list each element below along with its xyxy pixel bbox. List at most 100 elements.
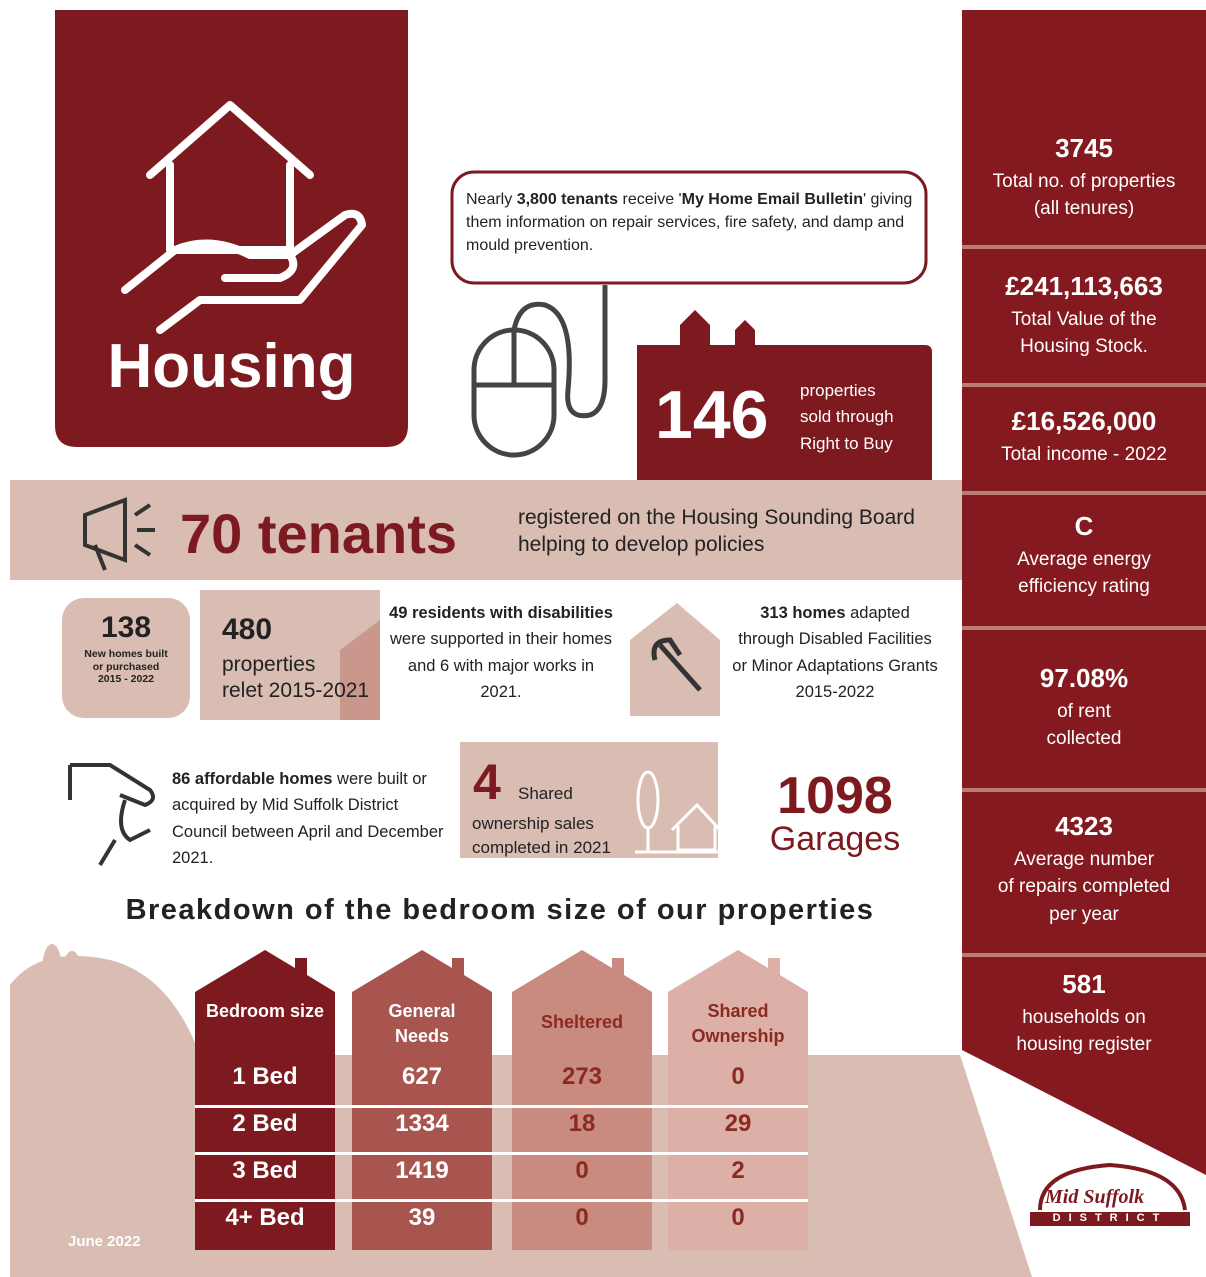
- adapted-text: 313 homes adapted through Disabled Facil…: [730, 600, 940, 706]
- stat-label: Total Value of the: [1011, 308, 1157, 330]
- mouse-icon: [471, 285, 608, 458]
- stat-value: C: [1074, 511, 1094, 541]
- new-homes-box: [62, 598, 190, 718]
- date: June 2022: [68, 1233, 141, 1250]
- logo-name: Mid Suffolk: [1045, 1186, 1145, 1208]
- column-header: General Needs: [388, 1001, 456, 1047]
- table-columns: [195, 950, 808, 1250]
- shared-box: [460, 742, 718, 858]
- stat-label: Average number: [1013, 848, 1155, 870]
- text-line: properties: [800, 381, 876, 400]
- text-line: properties: [222, 653, 316, 676]
- table-cell: 0: [731, 1204, 745, 1231]
- stat: 4323 Average number of repairs completed pe…: [962, 808, 1206, 928]
- rtb-house: [637, 310, 932, 480]
- housing-box: [55, 10, 408, 447]
- title: Housing: [107, 332, 356, 401]
- bulletin-text: Nearly 3,800 tenants receive 'My Home Em…: [466, 188, 916, 258]
- stat: C Average energy efficiency rating: [962, 508, 1206, 601]
- stat: £241,113,663 Total Value of the Housing St…: [962, 268, 1206, 361]
- stat-value: 97.08%: [1039, 663, 1129, 693]
- text-run: Nearly: [466, 191, 517, 208]
- relet-value: 480: [222, 613, 273, 646]
- stat-value: 4323: [1055, 811, 1113, 841]
- tree: [62, 951, 82, 999]
- stat-label: efficiency rating: [1018, 576, 1150, 598]
- text-line: helping to develop policies: [518, 533, 765, 557]
- table-cell: 273: [561, 1063, 603, 1090]
- shared-rest: ownership sales completed in 2021: [472, 814, 611, 857]
- text-line: New homes built: [84, 648, 168, 660]
- stat-value: £241,113,663: [1005, 271, 1163, 301]
- stat-label: of rent: [1057, 700, 1111, 722]
- stat-label: Housing Stock.: [1020, 336, 1148, 358]
- garages-value: 1098: [777, 767, 893, 825]
- sidebar-dividers: [962, 245, 1206, 957]
- rtb-label: properties sold through Right to Buy: [800, 378, 894, 457]
- text-run: 49 residents with disabilities: [389, 604, 613, 622]
- row-divider: [195, 1105, 808, 1108]
- logo-mark: [1030, 1162, 1190, 1226]
- table-cell: 1419: [395, 1157, 449, 1184]
- shared-first: Shared: [518, 784, 573, 803]
- column-house: [352, 950, 492, 1250]
- row-divider: [195, 1152, 808, 1155]
- sounding-label: registered on the Housing Sounding Board…: [518, 504, 915, 559]
- text-run: receive ': [618, 191, 682, 208]
- house-hand-icon: [121, 101, 366, 334]
- text-run: 3,800 tenants: [516, 191, 619, 208]
- rtb-value: 146: [655, 377, 769, 453]
- stat: 3745 Total no. of properties (all tenures): [962, 130, 1206, 223]
- text-run: 313 homes: [760, 604, 846, 622]
- table-cell: 627: [401, 1063, 443, 1090]
- tree-house-icon: [635, 770, 722, 854]
- text-line: Right to Buy: [800, 433, 893, 453]
- text-run: were supported in their homes and 6 with…: [390, 630, 612, 702]
- table-cell: 18: [568, 1110, 596, 1137]
- column-header: Bedroom size: [205, 1001, 325, 1021]
- table-cell: 29: [724, 1110, 752, 1137]
- text-line: 2015 - 2022: [97, 673, 155, 686]
- text-run: 86 affordable homes: [172, 770, 333, 788]
- stat: 581 households on housing register: [962, 966, 1206, 1059]
- row-divider: [195, 1199, 808, 1202]
- table-cell: 4+ Bed: [225, 1204, 305, 1231]
- affordable-text: 86 affordable homes were built or acquir…: [172, 766, 447, 872]
- table-cell: 0: [575, 1157, 589, 1184]
- garages-label: Garages: [769, 820, 901, 858]
- sounding-value: 70 tenants: [180, 502, 457, 565]
- column-header: Shared Ownership: [691, 1001, 785, 1047]
- column-house: [668, 950, 808, 1250]
- column-header: Sheltered: [540, 1012, 624, 1032]
- breakdown-heading: Breakdown of the bedroom size of our pro…: [125, 894, 875, 926]
- text-line: sold through: [800, 407, 894, 427]
- table-cell: 1334: [395, 1110, 449, 1137]
- text-line: registered on the Housing Sounding Board: [518, 506, 915, 529]
- megaphone-icon: [83, 497, 155, 571]
- sidebar: [962, 10, 1206, 1175]
- table-cell: 2 Bed: [232, 1110, 298, 1137]
- stat-value: £16,526,000: [1011, 406, 1157, 436]
- table-cell: 0: [575, 1204, 589, 1231]
- logo-sub: DISTRICT: [1052, 1212, 1168, 1224]
- table-cell: 0: [731, 1063, 745, 1090]
- stat-label: housing register: [1016, 1034, 1152, 1056]
- stat-label: Total no. of properties: [992, 170, 1176, 192]
- relet-label: properties relet 2015-2021: [222, 652, 369, 705]
- table-cell: 39: [408, 1204, 436, 1231]
- tree: [42, 944, 62, 996]
- hand-plant-icon: [68, 763, 156, 867]
- new-homes-label: New homes built or purchased 2015 - 2022: [62, 648, 190, 686]
- stat-label: per year: [1049, 903, 1119, 925]
- stat-label: of repairs completed: [997, 876, 1171, 898]
- text-run: adapted through Disabled Facilities or M…: [732, 604, 938, 702]
- table-cell: 2: [731, 1157, 745, 1184]
- stat: £16,526,000 Total income - 2022: [962, 403, 1206, 468]
- sounding-band: [10, 480, 962, 580]
- stat-value: 581: [1062, 969, 1106, 999]
- shared-value: 4: [473, 754, 501, 810]
- table-cell: 1 Bed: [232, 1063, 298, 1090]
- stat: 97.08% of rent collected: [962, 660, 1206, 753]
- column-house: [512, 950, 652, 1250]
